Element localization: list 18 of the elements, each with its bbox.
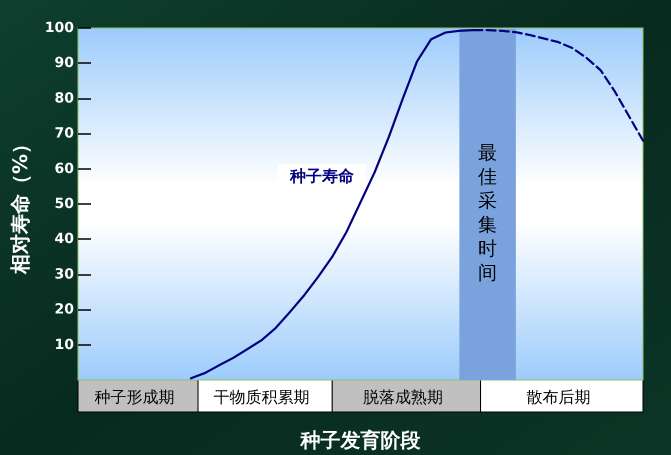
x-tick-label: 散布后期 [526, 388, 590, 406]
y-tick-label: 70 [54, 126, 74, 142]
y-tick-label: 50 [54, 196, 74, 212]
y-tick-label: 20 [54, 302, 74, 318]
y-tick-label: 60 [54, 160, 74, 177]
annotation: 最佳采集时间 [478, 142, 498, 284]
y-tick-label: 30 [54, 266, 74, 282]
y-tick-label: 10 [54, 336, 74, 353]
x-tick-label: 种子形成期 [94, 388, 174, 406]
x-tick-label: 脱落成熟期 [362, 388, 443, 406]
y-tick-label: 40 [54, 231, 74, 248]
annotation: 种子寿命 [289, 166, 354, 186]
y-tick-label: 80 [54, 90, 74, 106]
y-axis-title: 相对寿命（%） [8, 134, 32, 276]
y-tick-label: 100 [44, 20, 74, 36]
x-axis-title: 种子发育阶段 [300, 428, 422, 452]
x-tick-label: 干物质积累期 [214, 388, 310, 406]
y-tick-label: 90 [54, 55, 74, 72]
